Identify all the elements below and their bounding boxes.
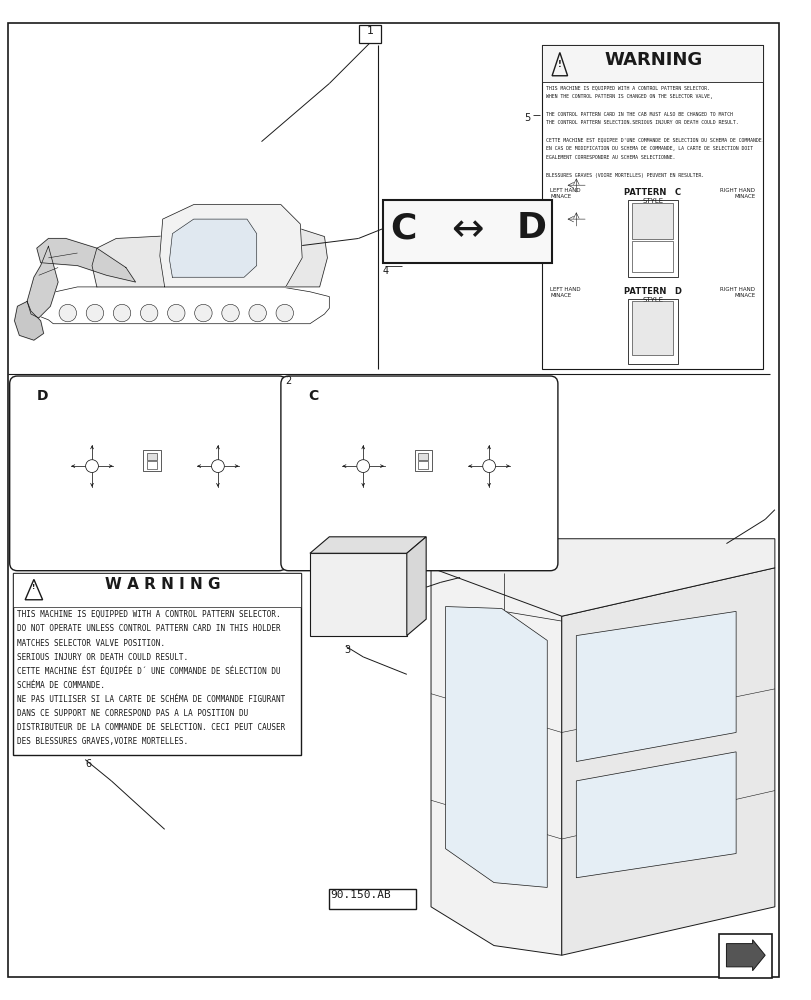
Bar [13, 573, 301, 607]
Bar [627, 299, 677, 364]
Polygon shape [576, 752, 736, 878]
Bar [329, 889, 416, 909]
Text: 3: 3 [343, 645, 350, 655]
Bar [542, 45, 762, 369]
Bar [144, 450, 161, 471]
Circle shape [167, 304, 185, 322]
Text: WARNING: WARNING [604, 51, 702, 69]
Text: D: D [36, 389, 48, 403]
Text: BLESSURES GRAVES (VOIRE MORTELLES) PEUVENT EN RESULTER.: BLESSURES GRAVES (VOIRE MORTELLES) PEUVE… [546, 173, 703, 178]
Bar [147, 453, 157, 460]
Text: 6: 6 [85, 759, 92, 769]
Circle shape [140, 304, 157, 322]
Text: W A R N I N G: W A R N I N G [105, 577, 221, 592]
Circle shape [249, 304, 266, 322]
Circle shape [195, 304, 212, 322]
Bar [627, 200, 677, 277]
Text: 4: 4 [382, 266, 388, 276]
Polygon shape [36, 238, 135, 282]
Polygon shape [726, 940, 764, 971]
Text: C: C [307, 389, 318, 403]
Text: NE PAS UTILISER SI LA CARTE DE SCHÉMA DE COMMANDE FIGURANT: NE PAS UTILISER SI LA CARTE DE SCHÉMA DE… [17, 695, 285, 704]
Text: PATTERN   D: PATTERN D [623, 287, 681, 296]
Polygon shape [310, 537, 426, 553]
Text: THE CONTROL PATTERN CARD IN THE CAB MUST ALSO BE CHANGED TO MATCH: THE CONTROL PATTERN CARD IN THE CAB MUST… [546, 112, 732, 117]
Text: EGALEMENT CORRESPONDRE AU SCHEMA SELECTIONNE.: EGALEMENT CORRESPONDRE AU SCHEMA SELECTI… [546, 155, 675, 160]
Text: 2: 2 [285, 376, 292, 386]
Text: STYLE: STYLE [642, 297, 663, 303]
Polygon shape [92, 229, 327, 287]
Text: C: C [390, 211, 417, 245]
Text: EN CAS DE MODIFICATION DU SCHEMA DE COMMANDE, LA CARTE DE SELECTION DOIT: EN CAS DE MODIFICATION DU SCHEMA DE COMM… [546, 146, 753, 151]
Bar [418, 453, 427, 460]
Circle shape [114, 304, 131, 322]
Bar [542, 45, 762, 82]
Circle shape [221, 304, 239, 322]
Polygon shape [310, 553, 406, 636]
Polygon shape [169, 219, 256, 277]
Bar [418, 461, 427, 469]
Text: DO NOT OPERATE UNLESS CONTROL PATTERN CARD IN THIS HOLDER: DO NOT OPERATE UNLESS CONTROL PATTERN CA… [17, 624, 281, 633]
Text: CETTE MACHINE EST EQUIPEE D'UNE COMMANDE DE SELECTION DU SCHEMA DE COMMANDE.: CETTE MACHINE EST EQUIPEE D'UNE COMMANDE… [546, 138, 764, 143]
Bar [382, 200, 551, 263]
Text: THIS MACHINE IS EQUIPPED WITH A CONTROL PATTERN SELECTOR.: THIS MACHINE IS EQUIPPED WITH A CONTROL … [17, 610, 281, 619]
Polygon shape [576, 611, 736, 762]
Text: WHEN THE CONTROL PATTERN IS CHANGED ON THE SELECTOR VALVE,: WHEN THE CONTROL PATTERN IS CHANGED ON T… [546, 94, 712, 99]
Text: STYLE: STYLE [642, 198, 663, 204]
Circle shape [276, 304, 293, 322]
FancyBboxPatch shape [281, 376, 557, 571]
Text: DISTRIBUTEUR DE LA COMMANDE DE SELECTION. CECI PEUT CAUSER: DISTRIBUTEUR DE LA COMMANDE DE SELECTION… [17, 723, 285, 732]
Polygon shape [34, 287, 329, 324]
Bar [13, 573, 301, 755]
Text: SERIOUS INJURY OR DEATH COULD RESULT.: SERIOUS INJURY OR DEATH COULD RESULT. [17, 653, 188, 662]
Circle shape [483, 460, 495, 472]
Text: 5: 5 [524, 113, 530, 123]
Text: LEFT HAND
MINACE: LEFT HAND MINACE [550, 188, 580, 199]
Polygon shape [561, 568, 774, 955]
Text: ↔: ↔ [451, 211, 483, 249]
Text: DES BLESSURES GRAVES,VOIRE MORTELLES.: DES BLESSURES GRAVES,VOIRE MORTELLES. [17, 737, 188, 746]
Bar [632, 241, 672, 272]
Text: 90.150.AB: 90.150.AB [330, 890, 391, 900]
Circle shape [86, 304, 104, 322]
Text: !: ! [557, 60, 561, 69]
Text: 1: 1 [366, 26, 373, 36]
Polygon shape [431, 568, 561, 955]
Polygon shape [431, 539, 774, 616]
Text: THIS MACHINE IS EQUIPPED WITH A CONTROL PATTERN SELECTOR.: THIS MACHINE IS EQUIPPED WITH A CONTROL … [546, 85, 710, 90]
Bar [414, 450, 431, 471]
Text: RIGHT HAND
MINACE: RIGHT HAND MINACE [719, 188, 754, 199]
Polygon shape [160, 205, 302, 287]
Text: LEFT HAND
MINACE: LEFT HAND MINACE [550, 287, 580, 298]
Circle shape [85, 460, 98, 472]
Bar [632, 203, 672, 239]
Text: !: ! [32, 584, 36, 590]
FancyBboxPatch shape [10, 376, 286, 571]
Bar [147, 461, 157, 469]
Bar [632, 301, 672, 355]
Polygon shape [27, 246, 58, 318]
Text: PATTERN   C: PATTERN C [624, 188, 680, 197]
Text: MATCHES SELECTOR VALVE POSITION.: MATCHES SELECTOR VALVE POSITION. [17, 639, 165, 648]
Text: RIGHT HAND
MINACE: RIGHT HAND MINACE [719, 287, 754, 298]
Bar [359, 25, 380, 43]
Polygon shape [15, 301, 44, 340]
Polygon shape [406, 537, 426, 636]
Bar [718, 934, 771, 978]
Circle shape [356, 460, 369, 472]
Text: CETTE MACHINE ÉST ÉQUIPÉE D´ UNE COMMANDE DE SÉLECTION DU: CETTE MACHINE ÉST ÉQUIPÉE D´ UNE COMMAND… [17, 667, 281, 676]
Circle shape [212, 460, 224, 472]
Text: D: D [516, 211, 546, 245]
Text: DANS CE SUPPORT NE CORRESPOND PAS A LA POSITION DU: DANS CE SUPPORT NE CORRESPOND PAS A LA P… [17, 709, 248, 718]
Polygon shape [445, 607, 547, 887]
Text: SCHÉMA DE COMMANDE.: SCHÉMA DE COMMANDE. [17, 681, 105, 690]
Circle shape [59, 304, 76, 322]
Text: THE CONTROL PATTERN SELECTION.SERIOUS INJURY OR DEATH COULD RESULT.: THE CONTROL PATTERN SELECTION.SERIOUS IN… [546, 120, 738, 125]
